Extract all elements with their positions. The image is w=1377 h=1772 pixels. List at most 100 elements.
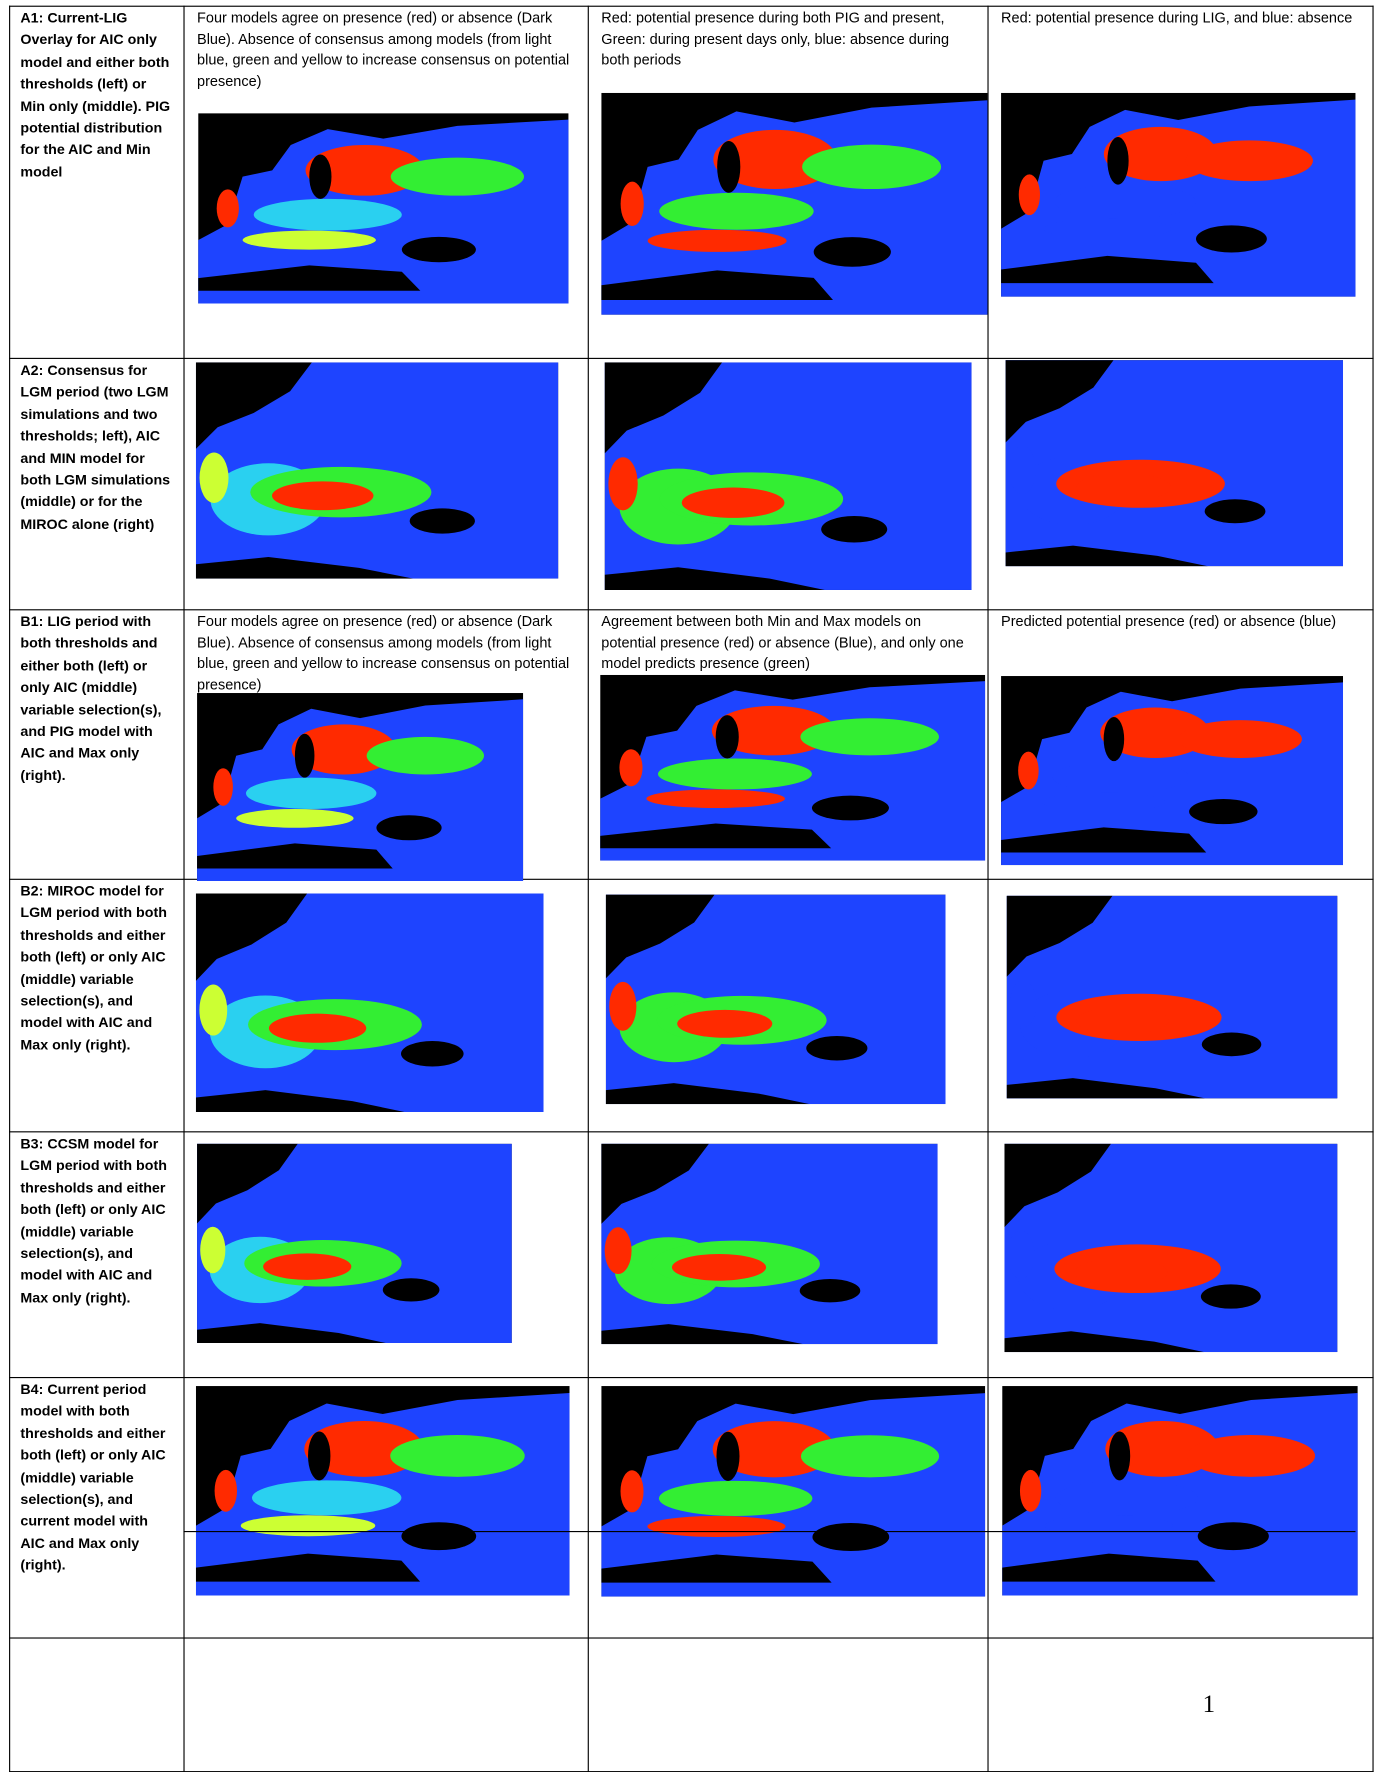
sea — [309, 154, 331, 198]
zone — [682, 488, 785, 518]
sea — [402, 237, 476, 262]
sea — [410, 508, 475, 533]
zone — [367, 737, 484, 775]
zone — [1074, 1258, 1167, 1286]
zone — [802, 145, 941, 189]
page-number: 1 — [1203, 1690, 1215, 1719]
sea — [806, 1036, 867, 1060]
sea — [401, 1041, 464, 1066]
map-image — [198, 113, 568, 303]
caption: Four models agree on presence (red) or a… — [197, 611, 571, 695]
zone — [1008, 1231, 1035, 1280]
rule — [9, 1377, 1374, 1378]
sea — [308, 1431, 330, 1480]
zone — [236, 809, 353, 828]
zone — [200, 1227, 225, 1274]
sea — [800, 1279, 861, 1302]
zone — [1179, 720, 1302, 758]
map-image — [601, 1386, 985, 1597]
row-label: A1: Current-LIG Overlay for AIC only mod… — [20, 8, 172, 184]
map-image — [600, 675, 985, 861]
rule — [9, 358, 1374, 359]
zone — [200, 452, 229, 502]
zone — [263, 1253, 351, 1280]
caption: Predicted potential presence (red) or ab… — [1001, 611, 1363, 632]
row-label: A2: Consensus for LGM period (two LGM si… — [20, 360, 172, 536]
rule — [9, 1131, 1374, 1132]
rule — [1372, 6, 1373, 1772]
sea — [1201, 1284, 1261, 1308]
rule — [9, 6, 10, 1772]
zone — [272, 481, 373, 510]
sea — [1109, 1431, 1130, 1480]
zone — [1054, 185, 1196, 219]
zone — [241, 1515, 376, 1536]
map-image — [197, 693, 523, 881]
map-image — [606, 895, 946, 1104]
zone — [620, 1470, 643, 1512]
zone — [217, 189, 239, 227]
caption: Four models agree on presence (red) or a… — [197, 8, 571, 92]
zone — [1010, 980, 1036, 1027]
zone — [1044, 219, 1172, 239]
row-label: B1: LIG period with both thresholds and … — [20, 611, 172, 787]
sea — [383, 1278, 440, 1301]
zone — [648, 230, 787, 252]
zone — [677, 1010, 772, 1038]
zone — [1020, 1470, 1041, 1512]
zone — [213, 768, 233, 806]
rule — [183, 6, 184, 1772]
map-image — [196, 893, 544, 1112]
sea — [812, 796, 889, 821]
sea — [295, 734, 315, 778]
map-image — [601, 1144, 937, 1344]
caption: Red: potential presence during LIG, and … — [1001, 8, 1363, 29]
caption: Red: potential presence during both PIG … — [601, 8, 975, 71]
sea — [716, 715, 739, 758]
zone — [659, 193, 813, 230]
zone — [605, 1227, 632, 1274]
zone — [243, 231, 376, 250]
rule — [9, 1637, 1374, 1638]
sea — [1189, 799, 1257, 824]
rule — [183, 1531, 1355, 1532]
zone — [246, 778, 376, 809]
zone — [1042, 793, 1165, 812]
zone — [1019, 174, 1040, 215]
zone — [608, 457, 637, 510]
sea — [1198, 1522, 1269, 1550]
sea — [716, 1432, 739, 1481]
zone — [621, 182, 644, 226]
zone — [1076, 473, 1170, 500]
map-image — [197, 1144, 512, 1343]
sea — [821, 516, 887, 543]
sea — [1107, 137, 1128, 185]
map-image — [1002, 1386, 1358, 1595]
zone — [391, 158, 524, 196]
rule — [987, 6, 988, 1772]
sea — [376, 815, 441, 840]
zone — [1187, 1435, 1315, 1477]
zone — [1056, 1480, 1198, 1515]
row-label: B3: CCSM model for LGM period with both … — [20, 1134, 172, 1310]
zone — [1185, 140, 1313, 181]
map-image — [1006, 360, 1343, 566]
zone — [1076, 1007, 1169, 1034]
zone — [1052, 761, 1189, 793]
zone — [1045, 1515, 1173, 1536]
zone — [390, 1435, 525, 1477]
zone — [252, 1480, 401, 1515]
zone — [269, 1014, 366, 1043]
map-image — [196, 1386, 570, 1595]
sea — [1104, 717, 1125, 761]
zone — [215, 1470, 237, 1512]
map-image — [1004, 1144, 1337, 1352]
sea — [1202, 1033, 1262, 1057]
page: 1 A1: Current-LIG Overlay for AIC only m… — [0, 0, 1377, 1772]
rule — [9, 609, 1374, 610]
sea — [1205, 499, 1266, 523]
sea — [814, 237, 891, 267]
zone — [619, 749, 642, 786]
zone — [254, 199, 402, 231]
zone — [647, 1516, 785, 1537]
